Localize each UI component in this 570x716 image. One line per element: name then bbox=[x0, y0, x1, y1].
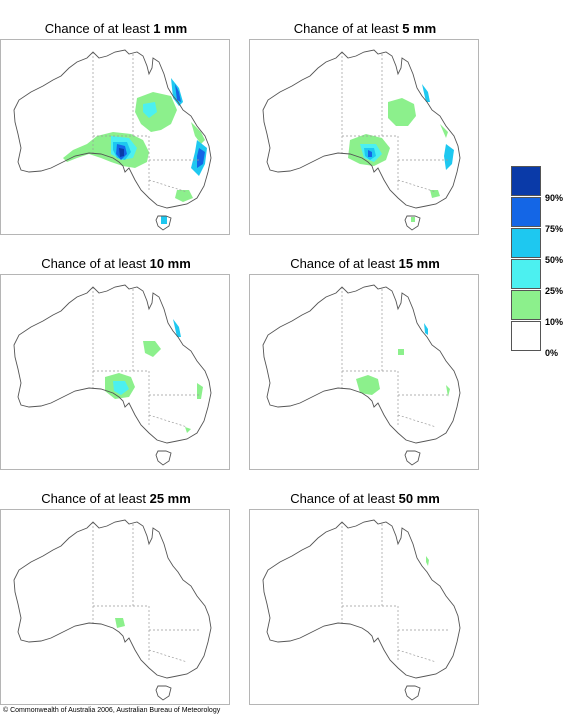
map-panel-25mm bbox=[0, 509, 230, 705]
coastline bbox=[262, 284, 461, 466]
title-amount: 10 mm bbox=[149, 256, 191, 271]
legend-label-0: 0% bbox=[545, 348, 559, 358]
australia-map-25mm bbox=[13, 519, 212, 701]
panel-title-5mm: Chance of at least 5 mm bbox=[249, 21, 481, 37]
legend-label-25: 25% bbox=[545, 286, 564, 296]
panel-title-25mm: Chance of at least 25 mm bbox=[0, 491, 232, 507]
legend-swatch-0 bbox=[511, 321, 541, 351]
border-lines bbox=[92, 521, 202, 663]
panel-title-1mm: Chance of at least 1 mm bbox=[0, 21, 232, 37]
australia-map-1mm bbox=[13, 49, 212, 231]
coastline bbox=[262, 519, 461, 701]
title-amount: 1 mm bbox=[153, 21, 188, 36]
map-panel-5mm bbox=[249, 39, 479, 235]
legend-label-75: 75% bbox=[545, 224, 564, 234]
panel-title-15mm: Chance of at least 15 mm bbox=[249, 256, 481, 272]
legend-swatch-10 bbox=[511, 290, 541, 320]
border-lines bbox=[92, 286, 202, 428]
panel-title-50mm: Chance of at least 50 mm bbox=[249, 491, 481, 507]
legend-label-50: 50% bbox=[545, 255, 564, 265]
title-amount: 15 mm bbox=[398, 256, 440, 271]
title-prefix: Chance of at least bbox=[41, 256, 146, 271]
panel-title-10mm: Chance of at least 10 mm bbox=[0, 256, 232, 272]
title-amount: 50 mm bbox=[398, 491, 440, 506]
legend-swatch-25 bbox=[511, 259, 541, 289]
title-prefix: Chance of at least bbox=[41, 491, 146, 506]
coastline bbox=[13, 519, 212, 701]
title-prefix: Chance of at least bbox=[290, 256, 395, 271]
rain-probability-shading bbox=[105, 319, 203, 433]
map-panel-50mm bbox=[249, 509, 479, 705]
rain-probability-shading bbox=[115, 618, 125, 628]
rain-probability-shading bbox=[356, 323, 450, 397]
legend-swatch-90 bbox=[511, 166, 541, 196]
rain-probability-shading bbox=[63, 78, 207, 224]
legend-label-90: 90% bbox=[545, 193, 564, 203]
legend-swatch-50 bbox=[511, 228, 541, 258]
map-panel-10mm bbox=[0, 274, 230, 470]
map-panel-15mm bbox=[249, 274, 479, 470]
australia-map-15mm bbox=[262, 284, 461, 466]
title-amount: 25 mm bbox=[149, 491, 191, 506]
rain-probability-shading bbox=[348, 84, 454, 222]
rain-probability-shading bbox=[426, 556, 429, 566]
copyright-notice: © Commonwealth of Australia 2006, Austra… bbox=[3, 707, 221, 714]
title-prefix: Chance of at least bbox=[293, 21, 399, 36]
border-lines bbox=[341, 286, 451, 428]
map-panel-1mm bbox=[0, 39, 230, 235]
legend-label-10: 10% bbox=[545, 317, 564, 327]
australia-map-50mm bbox=[262, 519, 461, 701]
title-prefix: Chance of at least bbox=[290, 491, 395, 506]
legend-swatch-75 bbox=[511, 197, 541, 227]
australia-map-10mm bbox=[13, 284, 212, 466]
title-prefix: Chance of at least bbox=[44, 21, 150, 36]
title-amount: 5 mm bbox=[402, 21, 437, 36]
australia-map-5mm bbox=[262, 49, 461, 231]
border-lines bbox=[341, 521, 451, 663]
